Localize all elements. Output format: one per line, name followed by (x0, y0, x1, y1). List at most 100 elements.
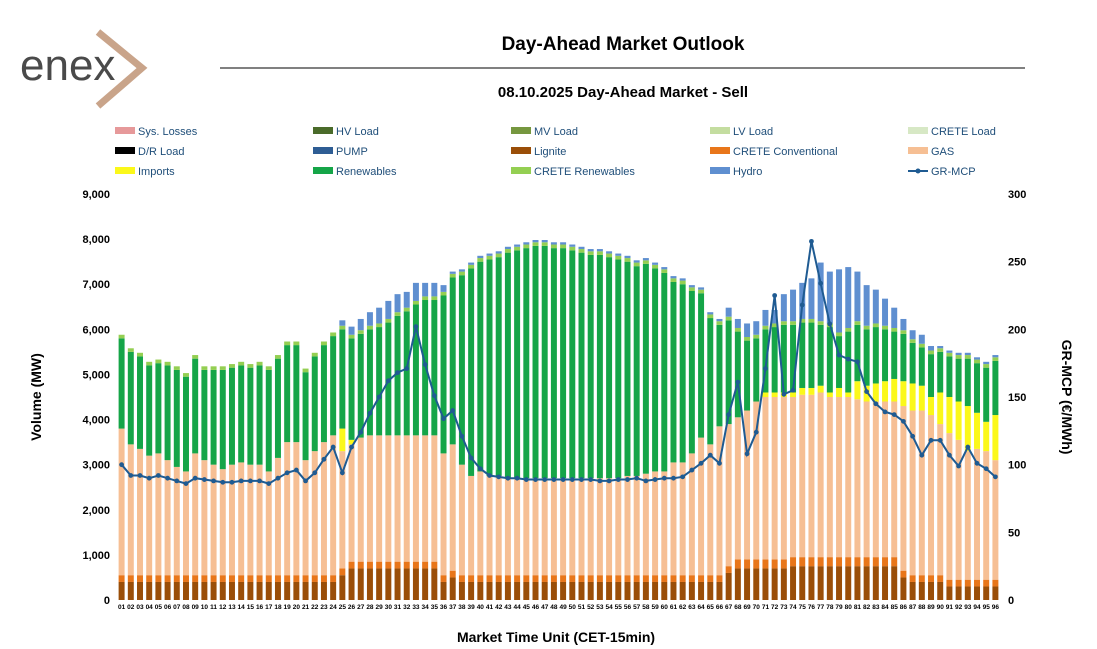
bar-renewables (146, 365, 153, 456)
x-tick-label: 68 (734, 604, 742, 611)
bar-renewables (771, 327, 778, 393)
bar-crete-conventional (937, 575, 944, 582)
bar-renewables (173, 369, 180, 467)
bar-hydro (596, 249, 603, 252)
page-title: Day-Ahead Market Outlook (502, 34, 745, 55)
bar-lignite (183, 581, 189, 600)
bar-hydro (431, 282, 438, 297)
bar-lignite (155, 581, 162, 600)
x-tick-label: 83 (872, 604, 880, 611)
bar-crete-renewables (146, 361, 153, 366)
bar-lignite (118, 581, 125, 600)
bar-lignite (468, 581, 475, 600)
gr-mcp-point (661, 475, 667, 481)
bar-crete-conventional (385, 561, 392, 569)
bar-hydro (541, 240, 548, 243)
bar-gas (826, 397, 833, 558)
bar-lignite (596, 581, 603, 600)
bar-crete-conventional (284, 575, 291, 582)
bar-gas (495, 475, 502, 576)
bar-lignite (707, 581, 714, 600)
gr-mcp-point (413, 324, 419, 330)
x-tick-label: 57 (633, 604, 641, 611)
bar-renewables (302, 372, 309, 461)
bar-renewables (293, 345, 300, 443)
bar-renewables (560, 248, 567, 479)
x-tick-label: 81 (854, 604, 862, 611)
gr-mcp-point (928, 437, 934, 443)
bar-lignite (606, 581, 613, 600)
bar-imports (817, 385, 824, 393)
bar-renewables (210, 369, 217, 465)
bar-hydro (854, 271, 861, 322)
bar-renewables (928, 354, 935, 397)
bar-hydro (688, 285, 695, 288)
chart-subtitle: 08.10.2025 Day-Ahead Market - Sell (498, 84, 748, 101)
bar-renewables (201, 369, 208, 461)
bar-gas (320, 442, 327, 576)
bar-hydro (817, 262, 824, 322)
bar-crete-renewables (137, 352, 143, 357)
bar-imports (937, 392, 944, 425)
bar-renewables (964, 358, 971, 407)
bar-crete-renewables (707, 314, 714, 319)
y-tick-label: 5,000 (82, 369, 110, 381)
bar-crete-conventional (495, 575, 502, 582)
bar-hydro (514, 244, 521, 247)
legend-swatch-renewables (313, 167, 333, 174)
bar-crete-renewables (440, 291, 447, 296)
gr-mcp-point (744, 451, 750, 457)
bar-hydro (872, 289, 879, 324)
bar-crete-renewables (330, 332, 337, 337)
bar-crete-conventional (744, 559, 751, 569)
bar-crete-renewables (955, 355, 962, 359)
bar-crete-renewables (863, 325, 870, 330)
y-tick-label: 8,000 (82, 234, 110, 246)
gr-mcp-point (266, 481, 272, 487)
bar-gas (698, 437, 705, 576)
enex-logo: enex (20, 29, 148, 109)
bar-renewables (688, 290, 695, 454)
bar-gas (449, 444, 456, 571)
bar-hydro (523, 242, 530, 245)
bar-hydro (734, 318, 741, 328)
gr-mcp-point (257, 478, 262, 484)
gr-mcp-point (606, 478, 612, 484)
bar-gas (845, 397, 852, 558)
bar-gas (412, 435, 419, 562)
bar-renewables (219, 369, 226, 470)
x-tick-label: 25 (339, 604, 347, 611)
bar-lignite (670, 581, 677, 600)
bar-hydro (486, 253, 493, 256)
y2-tick-label: 0 (1008, 595, 1014, 607)
bar-renewables (458, 275, 465, 465)
bar-crete-conventional (127, 575, 134, 582)
bar-renewables (477, 261, 484, 472)
bar-crete-conventional (394, 561, 401, 569)
bar-crete-renewables (642, 260, 649, 264)
legend-label: CRETE Conventional (733, 146, 838, 158)
bar-gas (955, 439, 962, 580)
bar-crete-conventional (477, 575, 484, 582)
bar-lignite (937, 581, 944, 600)
gr-mcp-point (137, 473, 143, 478)
bar-lignite (578, 581, 585, 600)
bar-crete-conventional (201, 575, 208, 582)
bar-crete-conventional (440, 575, 447, 582)
bar-crete-conventional (679, 575, 686, 582)
bar-gas (422, 435, 429, 562)
bar-crete-conventional (468, 575, 475, 582)
bar-gas (201, 460, 208, 576)
bar-gas (642, 473, 649, 576)
gr-mcp-point (284, 470, 290, 476)
bar-crete-renewables (468, 264, 475, 269)
bar-crete-renewables (918, 343, 925, 348)
bar-gas (284, 442, 291, 576)
x-tick-label: 01 (118, 604, 126, 611)
bar-crete-conventional (523, 575, 530, 582)
bar-crete-renewables (872, 323, 879, 328)
bar-renewables (357, 333, 364, 438)
bar-lignite (339, 575, 346, 600)
x-tick-label: 20 (293, 604, 301, 611)
gr-mcp-point (625, 477, 630, 482)
